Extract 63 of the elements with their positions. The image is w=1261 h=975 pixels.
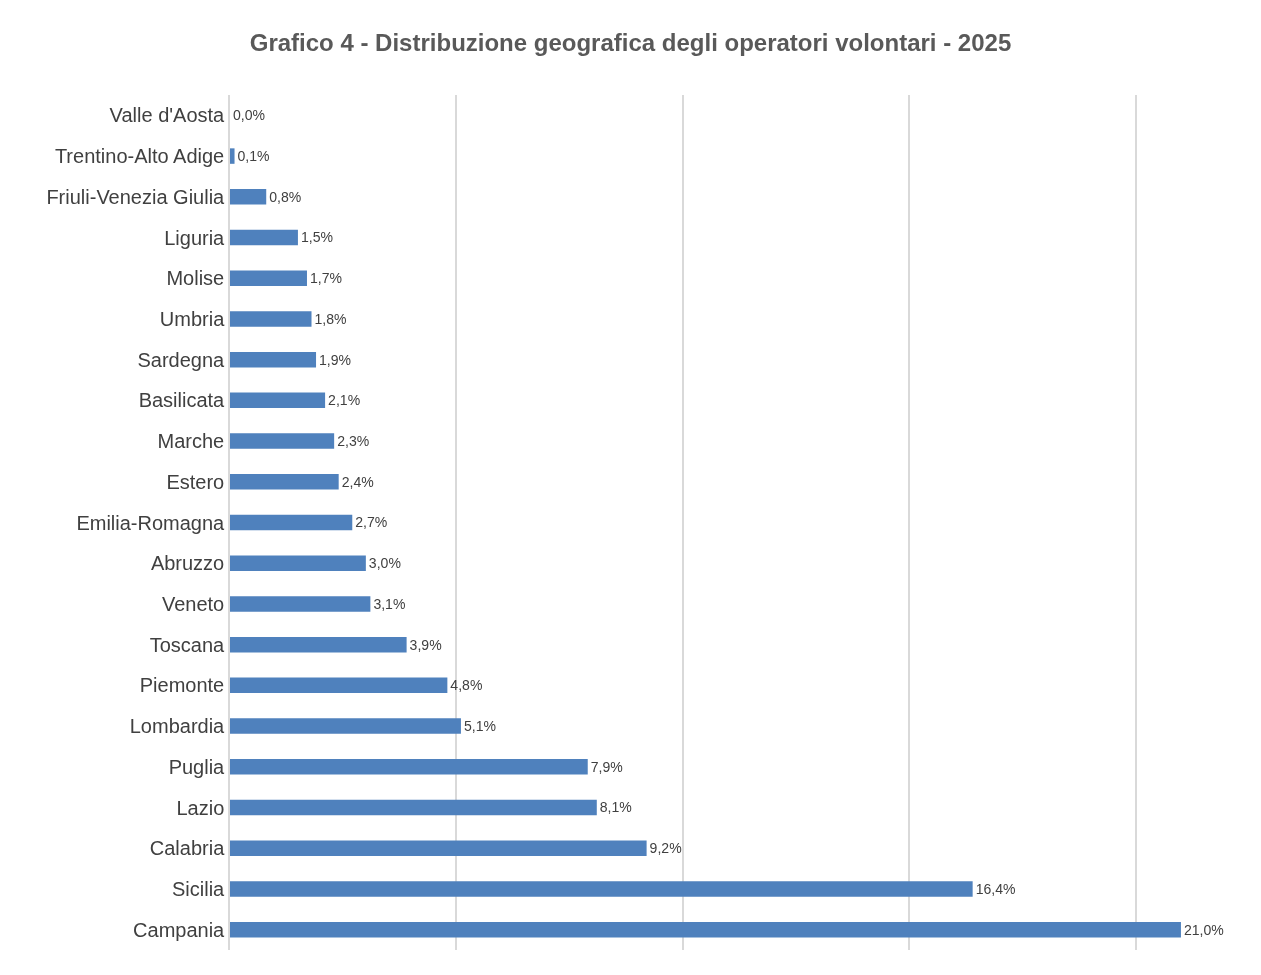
y-tick-label: Molise xyxy=(166,267,225,290)
y-tick-label: Lombardia xyxy=(129,715,226,738)
data-label: 3,1% xyxy=(373,595,406,612)
data-label: 3,9% xyxy=(409,636,442,653)
bar xyxy=(230,311,312,327)
data-label: 7,9% xyxy=(590,758,623,775)
data-label: 16,4% xyxy=(975,880,1016,897)
y-tick-label: Friuli-Venezia Giulia xyxy=(46,185,226,208)
bar xyxy=(230,718,461,734)
data-label: 1,9% xyxy=(319,351,352,368)
y-tick-label: Abruzzo xyxy=(150,552,225,575)
data-label: 1,8% xyxy=(314,310,347,327)
data-label: 2,1% xyxy=(328,392,361,409)
y-tick-label: Marche xyxy=(157,430,225,453)
data-label: 9,2% xyxy=(649,840,682,857)
bar xyxy=(230,392,326,409)
bar xyxy=(230,270,307,286)
bar xyxy=(230,799,597,816)
data-label: 2,7% xyxy=(355,514,388,531)
data-label: 2,4% xyxy=(341,473,374,490)
y-tick-label: Campania xyxy=(133,918,226,941)
data-label: 8,1% xyxy=(599,799,632,816)
bar xyxy=(230,840,647,856)
bar xyxy=(230,677,448,694)
data-label: 3,0% xyxy=(368,555,401,572)
bar xyxy=(230,596,371,612)
y-tick-label: Estero xyxy=(166,470,225,493)
data-label: 0,8% xyxy=(269,188,302,205)
data-label: 1,5% xyxy=(300,229,333,246)
y-tick-label: Liguria xyxy=(164,226,226,249)
y-tick-label: Sardegna xyxy=(137,348,226,371)
y-tick-label: Basilicata xyxy=(138,389,226,412)
bar xyxy=(230,229,298,246)
bar xyxy=(230,921,1181,938)
bar xyxy=(230,474,339,490)
y-tick-label: Lazio xyxy=(176,796,225,819)
data-label: 0,0% xyxy=(233,107,266,124)
chart-title: Grafico 4 - Distribuzione geografica degli operatori volontari - 2025 xyxy=(249,28,1012,56)
y-tick-label: Calabria xyxy=(149,837,226,860)
bar xyxy=(230,189,267,205)
bar xyxy=(230,636,407,653)
data-label: 5,1% xyxy=(463,718,496,734)
y-tick-label: Trentino-Alto Adige xyxy=(54,145,225,168)
y-tick-label: Toscana xyxy=(149,633,226,656)
data-label: 2,3% xyxy=(337,433,370,449)
data-label: 21,0% xyxy=(1183,921,1224,938)
bar xyxy=(230,148,235,164)
bar xyxy=(230,555,366,571)
bar xyxy=(230,433,335,449)
data-label: 1,7% xyxy=(309,270,343,287)
bar xyxy=(230,759,588,775)
bar xyxy=(230,351,317,368)
data-label: 0,1% xyxy=(237,148,270,164)
y-tick-label: Piemonte xyxy=(139,674,225,697)
y-tick-label: Veneto xyxy=(161,592,225,615)
bar xyxy=(230,881,973,897)
y-tick-label: Umbria xyxy=(159,307,226,330)
y-tick-label: Sicilia xyxy=(172,877,226,900)
y-tick-label: Valle d'Aosta xyxy=(109,104,226,127)
data-label: 4,8% xyxy=(450,677,483,694)
y-tick-label: Puglia xyxy=(168,755,226,778)
y-tick-label: Emilia-Romagna xyxy=(76,511,226,534)
bar xyxy=(230,514,353,531)
